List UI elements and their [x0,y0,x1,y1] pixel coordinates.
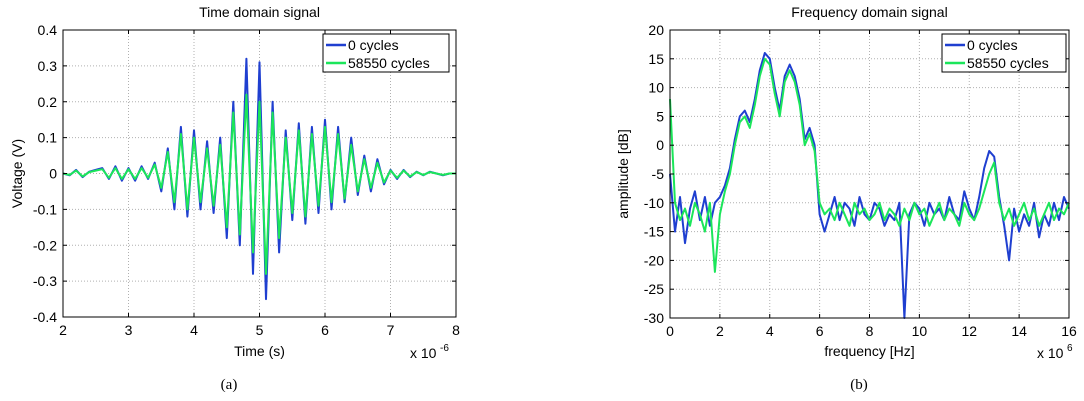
time-ytick-label: -0.2 [33,237,57,253]
panel-b-caption: (b) [850,377,868,393]
freq-x-exponent-power: 6 [1067,343,1073,354]
freq-x-axis-label: frequency [Hz] [824,343,914,359]
time-ytick-label: -0.4 [33,309,57,325]
time-legend: 0 cycles 58550 cycles [322,33,450,73]
freq-ytick-label: -5 [652,166,665,182]
frequency-domain-panel: 0 2 4 6 8 10 12 14 16 20 15 10 5 0 -5 -10 -15 -20 -25 -30 F… [615,4,1077,393]
time-ytick-label: 0.3 [38,58,58,74]
freq-xtick-label: 0 [666,323,674,339]
time-xtick-label: 4 [190,322,198,338]
freq-legend-label-58550-cycles: 58550 cycles [967,55,1049,71]
freq-xtick-label: 12 [961,323,977,339]
freq-xtick-label: 10 [912,323,928,339]
freq-x-exponent: x 10 [1037,345,1064,361]
time-ytick-label: -0.1 [33,201,57,217]
freq-ytick-label: -15 [644,224,664,240]
freq-ytick-label: -20 [644,252,664,268]
freq-chart-title: Frequency domain signal [791,4,947,20]
freq-ytick-label: 20 [648,22,664,38]
freq-xtick-label: 8 [866,323,874,339]
time-legend-box [322,33,450,73]
time-xtick-label: 2 [59,322,67,338]
freq-grid [670,30,1069,318]
time-ytick-label: 0.2 [38,94,58,110]
time-xtick-label: 5 [256,322,264,338]
time-xtick-label: 8 [452,322,460,338]
time-series-lines [62,57,456,301]
freq-ytick-label: 15 [648,51,664,67]
freq-ytick-label: -25 [644,281,664,297]
time-y-axis-label: Voltage (V) [9,139,25,208]
time-legend-label-58550-cycles: 58550 cycles [348,55,430,71]
freq-series-line-58550-cycles [669,57,1070,273]
freq-legend-box [941,33,1067,73]
freq-ytick-label: -10 [644,195,664,211]
freq-ticks: 0 2 4 6 8 10 12 14 16 20 15 10 5 0 -5 -10 -15 -20 -25 -30 [644,22,1077,339]
time-ticks: 2 3 4 5 6 7 8 0.4 0.3 0.2 0.1 0 -0.1 -0.2 -0.3 -0.4 [33,22,460,338]
freq-legend: 0 cycles 58550 cycles [941,33,1067,73]
freq-ytick-label: 10 [648,80,664,96]
freq-y-axis-label: amplitude [dB] [615,129,631,219]
time-series-line-58550-cycles [62,93,456,275]
time-ytick-label: -0.3 [33,273,57,289]
time-chart-title: Time domain signal [199,4,320,20]
freq-ytick-label: 0 [656,137,664,153]
time-domain-panel: 2 3 4 5 6 7 8 0.4 0.3 0.2 0.1 0 -0.1 -0.2 -0.3 -0.4 Tim… [9,4,460,393]
time-x-axis-label: Time (s) [234,343,285,359]
freq-ytick-label: -30 [644,310,664,326]
time-x-exponent-power: -6 [440,343,449,354]
panel-a-caption: (a) [221,377,238,393]
freq-ytick-label: 5 [656,108,664,124]
time-ytick-label: 0 [49,166,57,182]
time-xtick-label: 3 [125,322,133,338]
freq-xtick-label: 2 [716,323,724,339]
time-ytick-label: 0.4 [38,22,58,38]
freq-xtick-label: 6 [816,323,824,339]
freq-xtick-label: 14 [1011,323,1027,339]
time-ytick-label: 0.1 [38,130,58,146]
freq-series-lines [669,52,1070,319]
freq-xtick-label: 16 [1061,323,1077,339]
time-xtick-label: 7 [387,322,395,338]
time-x-exponent: x 10 [410,345,437,361]
time-xtick-label: 6 [321,322,329,338]
time-legend-label-0-cycles: 0 cycles [348,37,399,53]
freq-xtick-label: 4 [766,323,774,339]
freq-legend-label-0-cycles: 0 cycles [967,37,1018,53]
